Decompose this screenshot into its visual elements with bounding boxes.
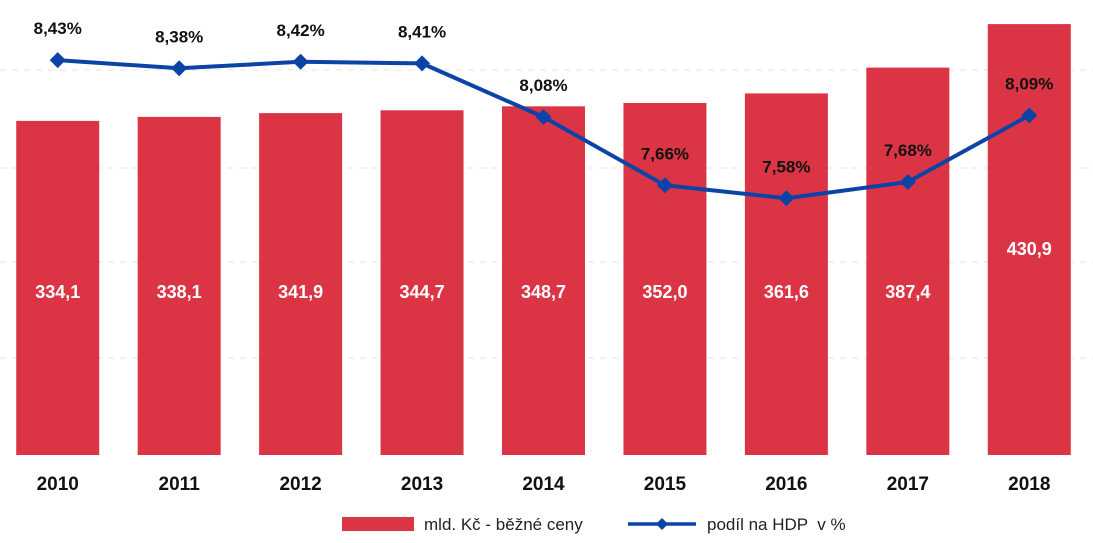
- bar: [137, 116, 221, 456]
- bar-value-label: 344,7: [400, 282, 445, 302]
- bar-value-labels: 334,1 338,1 341,9 344,7 348,7 352,0 361,6 387,4…: [35, 239, 1052, 302]
- legend-line-marker: [656, 518, 668, 530]
- line-marker: [535, 109, 552, 125]
- line-series: [49, 52, 1038, 207]
- x-tick-label: 2017: [887, 474, 929, 495]
- line-value-label: 8,08%: [519, 76, 567, 95]
- x-tick-label: 2011: [159, 474, 201, 495]
- line-marker: [656, 177, 673, 194]
- x-tick-label: 2013: [401, 474, 443, 495]
- line-value-label: 7,66%: [641, 144, 689, 163]
- bar-value-label: 334,1: [35, 282, 80, 302]
- x-tick-label: 2012: [279, 474, 321, 495]
- bar-value-label: 430,9: [1007, 239, 1052, 259]
- line-marker: [1021, 107, 1038, 124]
- legend: mld. Kč - běžné ceny podíl na HDP v %: [342, 515, 846, 534]
- line-value-label: 8,38%: [155, 27, 203, 46]
- bar-value-label: 348,7: [521, 282, 566, 302]
- x-tick-label: 2016: [765, 474, 807, 495]
- bar-value-label: 338,1: [157, 282, 202, 302]
- x-tick-label: 2018: [1008, 474, 1050, 495]
- bar: [866, 67, 950, 455]
- bar: [259, 113, 343, 455]
- bar: [502, 106, 585, 456]
- bar-value-label: 352,0: [642, 282, 687, 302]
- x-axis-tick-labels: 2010 2011 2012 2013 2014 2015 2016 2017 2018: [37, 474, 1051, 495]
- bar: [744, 93, 828, 456]
- line-marker: [171, 60, 188, 77]
- x-tick-label: 2010: [37, 474, 79, 495]
- line-value-label: 7,68%: [884, 141, 932, 160]
- bar-value-label: 361,6: [764, 282, 809, 302]
- x-tick-label: 2014: [522, 474, 565, 495]
- line-value-label: 8,41%: [398, 22, 446, 41]
- line-marker: [778, 190, 795, 207]
- bar-series: [16, 24, 1071, 456]
- legend-bar-swatch: [342, 517, 414, 531]
- line-value-label: 8,42%: [277, 21, 325, 40]
- line-marker: [899, 174, 916, 190]
- legend-bar-label: mld. Kč - běžné ceny: [424, 515, 583, 534]
- line-value-label: 8,09%: [1005, 74, 1053, 93]
- bar-value-label: 341,9: [278, 282, 323, 302]
- legend-line-label: podíl na HDP v %: [707, 515, 846, 534]
- bar-value-label: 387,4: [885, 282, 930, 302]
- line-value-labels: 8,43% 8,38% 8,42% 8,41% 8,08% 7,66% 7,58% 7,68%…: [34, 19, 1054, 176]
- line-value-label: 7,58%: [762, 157, 810, 176]
- x-tick-label: 2015: [644, 474, 687, 495]
- bar: [987, 24, 1071, 455]
- line-value-label: 8,43%: [34, 19, 82, 38]
- line-marker: [414, 55, 431, 72]
- bar: [623, 103, 707, 455]
- line-marker: [49, 52, 66, 69]
- bar: [16, 120, 100, 456]
- line-marker: [292, 53, 309, 70]
- bar: [380, 110, 464, 456]
